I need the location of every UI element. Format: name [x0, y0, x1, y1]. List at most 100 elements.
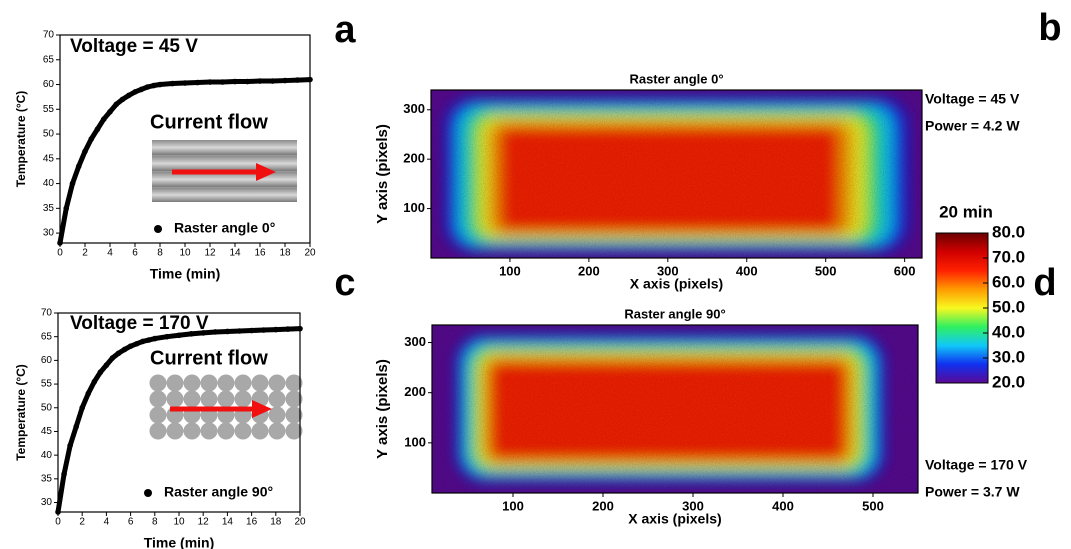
annotation: Current flow: [150, 111, 268, 133]
x-tick-label: 10: [173, 517, 185, 528]
data-point: [75, 163, 82, 170]
data-point: [107, 108, 113, 115]
arrow-head: [252, 400, 272, 418]
rod-section: [268, 422, 286, 440]
data-point: [164, 333, 170, 340]
rod-section: [200, 374, 218, 392]
data-point: [150, 82, 157, 89]
data-point: [236, 328, 243, 334]
rod-section: [149, 390, 167, 408]
x-tick-label: 6: [128, 517, 134, 528]
x-tick-label: 300: [657, 263, 679, 278]
y-tick-label: 50: [41, 402, 53, 413]
x-tick-label: 18: [270, 517, 282, 528]
data-point: [73, 423, 79, 430]
y-tick-label: 200: [404, 384, 426, 399]
chart-title: Raster angle 0°: [629, 71, 723, 86]
x-tick-label: 300: [682, 498, 704, 513]
x-tick-label: 16: [246, 517, 258, 528]
y-tick-label: 40: [43, 178, 55, 189]
y-tick-label: 65: [43, 54, 55, 65]
legend-label: Raster angle 90°: [164, 484, 273, 500]
y-tick-label: 70: [41, 308, 53, 319]
x-tick-label: 12: [204, 248, 216, 259]
data-point: [224, 328, 231, 335]
panel-label: c: [334, 262, 355, 304]
rod-section: [166, 422, 184, 440]
heat-noise: [431, 90, 922, 258]
data-point: [207, 79, 213, 85]
data-point: [69, 180, 76, 187]
data-point: [55, 509, 61, 515]
y-tick-label: 45: [43, 153, 55, 164]
y-tick-label: 70: [43, 30, 55, 41]
data-point: [121, 346, 128, 353]
data-point: [125, 92, 132, 99]
data-point: [219, 79, 226, 85]
data-point: [100, 116, 107, 122]
x-tick-label: 500: [862, 498, 884, 513]
x-tick-label: 8: [157, 248, 163, 259]
rod-section: [149, 406, 167, 424]
data-point: [119, 96, 126, 103]
y-tick-label: 30: [43, 228, 55, 239]
x-tick-label: 4: [107, 248, 113, 259]
data-point: [232, 78, 238, 85]
colorbar-label: 40.0: [992, 322, 1025, 341]
rod-section: [200, 422, 218, 440]
x-tick-label: 400: [736, 263, 758, 278]
rod-section: [217, 422, 235, 440]
rod-section: [234, 422, 252, 440]
colorbar-label: 20.0: [992, 372, 1025, 391]
data-point: [63, 205, 70, 212]
rod-section: [200, 390, 218, 408]
data-point: [94, 126, 101, 132]
rod-section: [234, 374, 252, 392]
x-tick-label: 200: [578, 263, 600, 278]
annotation: Voltage = 45 V: [925, 91, 1020, 107]
data-point: [67, 442, 73, 449]
rod-section: [285, 390, 303, 408]
heatmap-image: [431, 90, 922, 258]
panel-label: a: [334, 9, 356, 51]
y-tick-label: 50: [43, 129, 55, 140]
data-point: [113, 101, 120, 108]
data-point: [79, 404, 85, 411]
data-point: [132, 89, 138, 95]
x-tick-label: 18: [279, 248, 291, 259]
data-point: [294, 77, 301, 83]
data-point: [109, 355, 116, 361]
x-tick-label: 400: [772, 498, 794, 513]
rod-section: [268, 390, 286, 408]
data-point: [152, 335, 158, 342]
data-point: [248, 327, 255, 334]
y-tick-label: 100: [404, 434, 426, 449]
annotation: Voltage = 170 V: [925, 457, 1028, 473]
data-point: [91, 378, 98, 385]
x-axis-label: X axis (pixels): [628, 511, 721, 527]
data-point: [103, 362, 110, 368]
chart-title: Raster angle 90°: [624, 306, 725, 321]
data-point: [194, 79, 201, 86]
legend-marker: [144, 489, 152, 497]
annotation: Current flow: [150, 347, 268, 369]
data-point: [285, 326, 291, 332]
data-point: [88, 136, 95, 142]
x-tick-label: 12: [198, 517, 210, 528]
y-tick-label: 45: [41, 426, 53, 437]
data-point: [133, 340, 140, 347]
y-tick-label: 300: [403, 101, 425, 116]
y-tick-label: 35: [41, 473, 53, 484]
x-tick-label: 10: [179, 248, 191, 259]
rod-section: [183, 422, 201, 440]
panel-label: b: [1038, 7, 1061, 49]
y-tick-label: 40: [41, 450, 53, 461]
data-point: [57, 240, 63, 246]
x-tick-label: 4: [104, 517, 110, 528]
data-point: [61, 471, 67, 477]
rod-section: [183, 374, 201, 392]
data-point: [85, 390, 92, 397]
y-tick-label: 100: [403, 200, 425, 215]
x-tick-label: 0: [55, 517, 61, 528]
